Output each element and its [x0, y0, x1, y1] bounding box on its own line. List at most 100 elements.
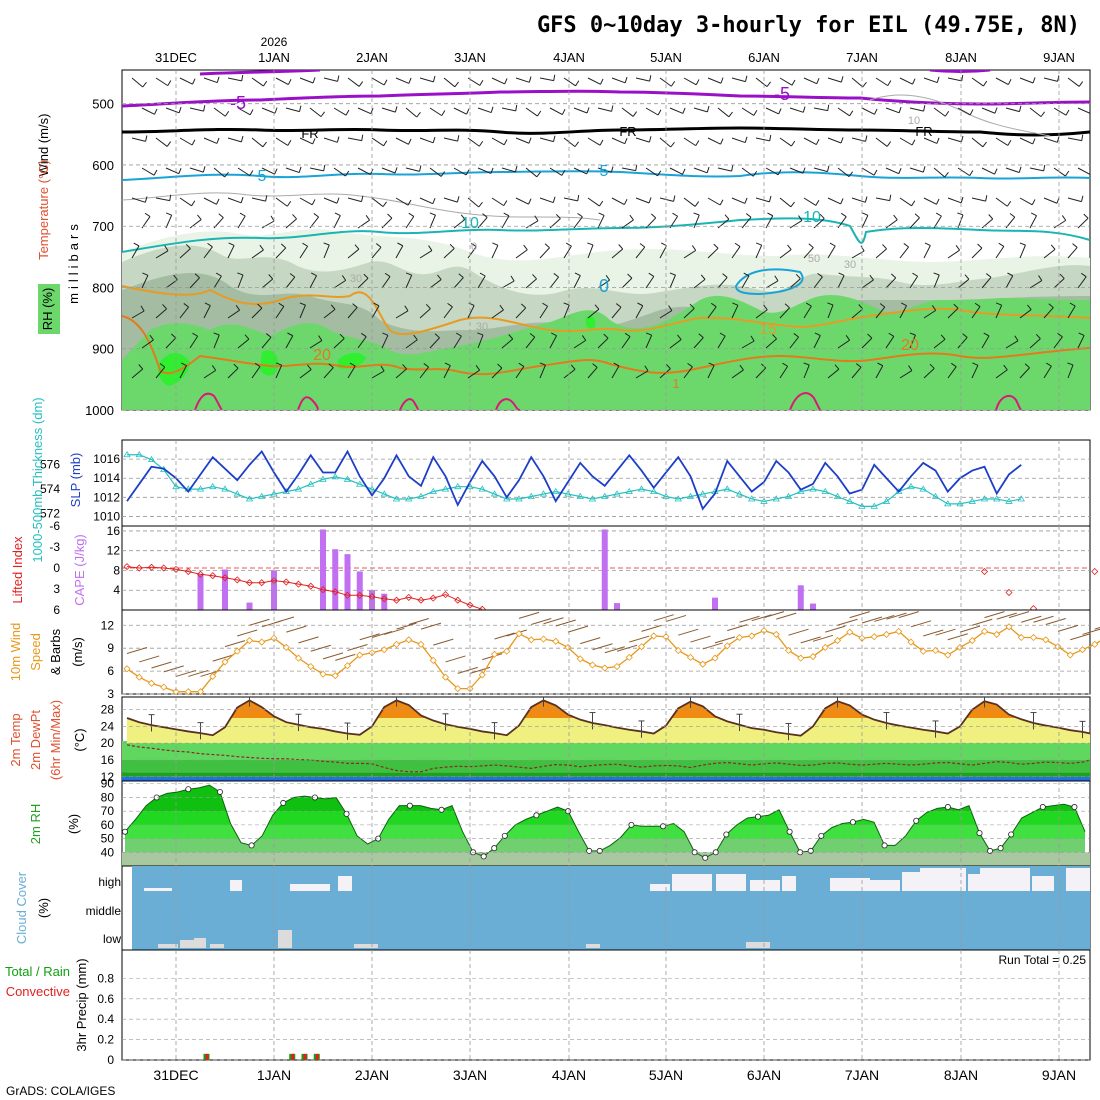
wind-barb — [659, 197, 674, 202]
wind-barb — [765, 107, 779, 115]
wind-barb-flag — [1091, 108, 1093, 114]
wind-barb — [539, 305, 549, 319]
pressure-tick-label: 900 — [92, 342, 114, 357]
wind-barb-flag — [744, 136, 748, 143]
wind-barb — [347, 365, 356, 379]
low-cloud-bar — [158, 944, 178, 948]
wind-barb-flag — [1007, 272, 1014, 277]
wind-barb-flag — [1009, 213, 1016, 218]
wind-barb-flag — [561, 108, 566, 115]
wind-barb — [285, 218, 297, 229]
wind-barb-flag — [241, 74, 244, 82]
thickness-point — [417, 492, 425, 499]
wind-barb-flag — [407, 199, 412, 206]
wind-barb — [731, 77, 746, 83]
wind-barb — [1043, 365, 1052, 379]
temp-tick-label: 20 — [101, 736, 115, 750]
lifted-tick-label: -3 — [49, 540, 60, 554]
wind-barb-10m — [959, 625, 981, 633]
wind-barb-flag — [437, 274, 442, 280]
wind-barb-10m — [126, 647, 148, 655]
thickness-point — [478, 485, 486, 492]
wind-barb-flag — [983, 80, 988, 87]
wind-barb — [237, 215, 246, 229]
wind-barb — [261, 336, 272, 349]
wind-barb — [947, 249, 960, 259]
contour-label: 10 — [908, 115, 920, 127]
wind-speed-point — [123, 665, 131, 673]
thickness-point — [846, 497, 854, 504]
wind-barb — [515, 366, 525, 379]
wind-barb — [803, 137, 817, 146]
thickness-point — [307, 480, 315, 487]
wind-barb — [861, 107, 875, 115]
wind-barb-flag — [994, 107, 998, 114]
wind-barb — [933, 107, 946, 117]
wind-barb-flag — [791, 140, 796, 147]
rh-point — [818, 832, 825, 839]
wind-barb — [477, 275, 486, 289]
wind-barb — [1043, 307, 1054, 319]
temp-fill-hot — [127, 700, 1018, 718]
wind-barb-flag — [387, 213, 393, 219]
wind-barb — [731, 197, 746, 204]
wind-barb-flag — [672, 212, 678, 217]
wind-barb — [659, 137, 672, 148]
wind-barb-flag — [536, 171, 541, 178]
wind-barb-flag — [838, 272, 845, 276]
wind-barb-flag — [722, 273, 728, 278]
thickness-point — [980, 495, 989, 502]
wind-barb-flag — [204, 302, 211, 306]
wind-barb-10m — [249, 618, 270, 626]
slp-tick-label: 1012 — [93, 490, 120, 504]
wind-barb — [419, 137, 434, 144]
low-cloud-bar — [746, 942, 770, 948]
wind-barb — [189, 167, 204, 173]
wind-barb — [611, 365, 620, 379]
wind-barb — [693, 214, 700, 229]
thickness-tick-label: 574 — [40, 482, 60, 496]
wind-barb-flag — [816, 77, 820, 84]
thickness-point — [233, 490, 241, 497]
wind-barb-flag — [475, 365, 481, 371]
slp-tick-label: 1016 — [93, 452, 120, 466]
cape-bar — [197, 574, 204, 610]
wind-speed-point — [882, 630, 891, 639]
wind-barb-flag — [249, 170, 254, 176]
wind-barb — [707, 197, 721, 206]
wind-barb — [885, 336, 895, 349]
wind-barb — [405, 107, 418, 118]
wind-barb-flag — [311, 199, 316, 206]
thickness-tick-label: 572 — [40, 507, 60, 521]
top-date-label: 5JAN — [650, 50, 682, 65]
wind-barb — [837, 339, 850, 349]
wind-barb — [899, 305, 908, 319]
wind-barb-10m — [322, 652, 344, 660]
wind-barb-10m — [1082, 628, 1100, 635]
wind-barb-flag — [432, 75, 436, 82]
wind-barb-flag — [552, 196, 556, 203]
wind-speed-point — [184, 688, 192, 696]
rh-point — [216, 788, 223, 795]
wind-barb — [165, 279, 178, 289]
wind-barb-flag — [1065, 109, 1070, 116]
wind-barb-flag — [637, 302, 644, 307]
wind-barb-flag — [615, 303, 622, 308]
wind-barb-flag — [228, 242, 235, 246]
wind-barb-flag — [998, 242, 1005, 247]
wind-barb — [755, 309, 768, 319]
wind-barb-flag — [819, 213, 825, 219]
wind-barb-10m — [776, 612, 797, 620]
wind-barb — [405, 167, 420, 172]
wind-barb-10m — [384, 627, 405, 635]
precip-bar-convective — [315, 1053, 319, 1060]
wind-barb-flag — [178, 106, 182, 113]
rh-point — [122, 828, 129, 835]
wind-barb — [899, 370, 913, 379]
wind-barb — [573, 107, 588, 114]
top-date-label: 4JAN — [553, 50, 585, 65]
wind-barb-flag — [728, 111, 733, 118]
wind-barb-flag — [180, 362, 187, 367]
wind-barb — [741, 216, 752, 229]
wind-barb-flag — [382, 201, 387, 207]
